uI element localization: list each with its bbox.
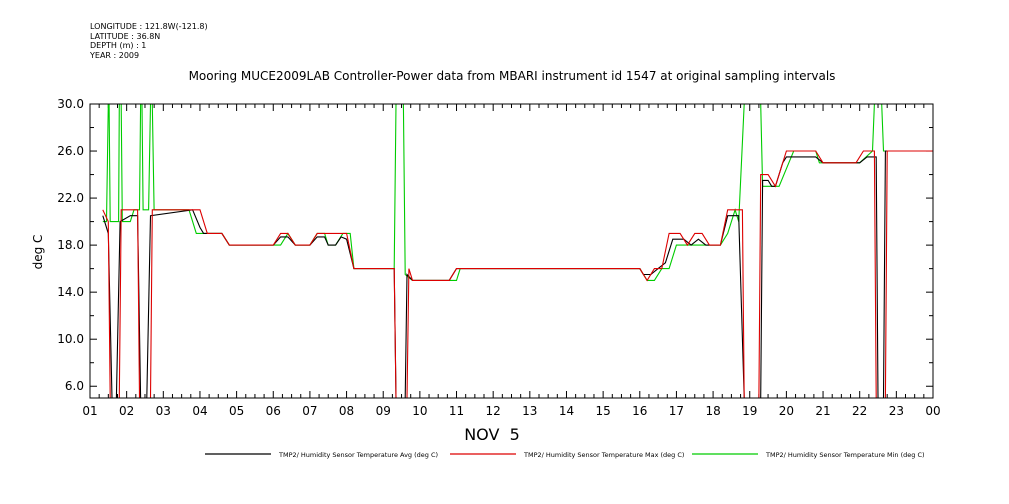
x-tick-label: 06 bbox=[266, 404, 281, 418]
axis-ticks bbox=[89, 103, 934, 398]
latitude-label: LATITUDE : 36.8N bbox=[90, 31, 161, 41]
depth-label: DEPTH (m) : 1 bbox=[90, 41, 147, 50]
x-tick-label: 02 bbox=[119, 404, 134, 418]
tick-labels: 01 02 03 04 05 06 07 08 09 10 11 12 13 14 15 16 17 18 19 20… bbox=[57, 97, 940, 418]
x-tick-label: 20 bbox=[779, 404, 794, 418]
y-tick-label: 18.0 bbox=[57, 238, 84, 252]
metadata-block: LONGITUDE : 121.8W(-121.8) LATITUDE : 36… bbox=[90, 22, 208, 60]
y-tick-label: 30.0 bbox=[57, 97, 84, 111]
x-axis-label: NOV 5 bbox=[464, 425, 520, 444]
x-tick-label: 17 bbox=[669, 404, 684, 418]
legend-label: TMP2/ Humidity Sensor Temperature Min (d… bbox=[765, 451, 925, 459]
series-line-1 bbox=[102, 150, 933, 399]
longitude-label: LONGITUDE : 121.8W(-121.8) bbox=[90, 22, 208, 31]
series-line-0 bbox=[102, 150, 933, 399]
x-tick-label: 04 bbox=[192, 404, 207, 418]
year-label: YEAR : 2009 bbox=[90, 50, 140, 60]
y-tick-label: 22.0 bbox=[57, 191, 84, 205]
x-tick-label: 05 bbox=[229, 404, 244, 418]
legend-label: TMP2/ Humidity Sensor Temperature Avg (d… bbox=[278, 451, 438, 459]
legend-label: TMP2/ Humidity Sensor Temperature Max (d… bbox=[523, 451, 684, 459]
y-axis-label: deg C bbox=[31, 235, 45, 270]
x-tick-label: 21 bbox=[815, 404, 830, 418]
plot-frame bbox=[89, 103, 934, 399]
x-tick-label: 12 bbox=[486, 404, 501, 418]
x-tick-label: 00 bbox=[925, 404, 940, 418]
y-tick-label: 26.0 bbox=[57, 144, 84, 158]
series-layer bbox=[102, 103, 933, 399]
x-tick-label: 11 bbox=[449, 404, 464, 418]
x-tick-label: 09 bbox=[376, 404, 391, 418]
y-tick-label: 14.0 bbox=[57, 285, 84, 299]
x-tick-label: 16 bbox=[632, 404, 647, 418]
series-line-2 bbox=[102, 103, 933, 281]
x-tick-label: 10 bbox=[412, 404, 427, 418]
x-tick-label: 19 bbox=[742, 404, 757, 418]
x-tick-label: 03 bbox=[156, 404, 171, 418]
x-tick-label: 01 bbox=[82, 404, 97, 418]
x-tick-label: 08 bbox=[339, 404, 354, 418]
x-tick-label: 13 bbox=[522, 404, 537, 418]
x-tick-label: 07 bbox=[302, 404, 317, 418]
x-tick-label: 22 bbox=[852, 404, 867, 418]
x-tick-label: 15 bbox=[595, 404, 610, 418]
legend: TMP2/ Humidity Sensor Temperature Avg (d… bbox=[205, 451, 925, 459]
x-tick-label: 14 bbox=[559, 404, 574, 418]
y-tick-label: 6.0 bbox=[65, 379, 84, 393]
x-tick-label: 18 bbox=[705, 404, 720, 418]
x-tick-label: 23 bbox=[889, 404, 904, 418]
chart-title: Mooring MUCE2009LAB Controller-Power dat… bbox=[189, 69, 836, 83]
y-tick-label: 10.0 bbox=[57, 332, 84, 346]
